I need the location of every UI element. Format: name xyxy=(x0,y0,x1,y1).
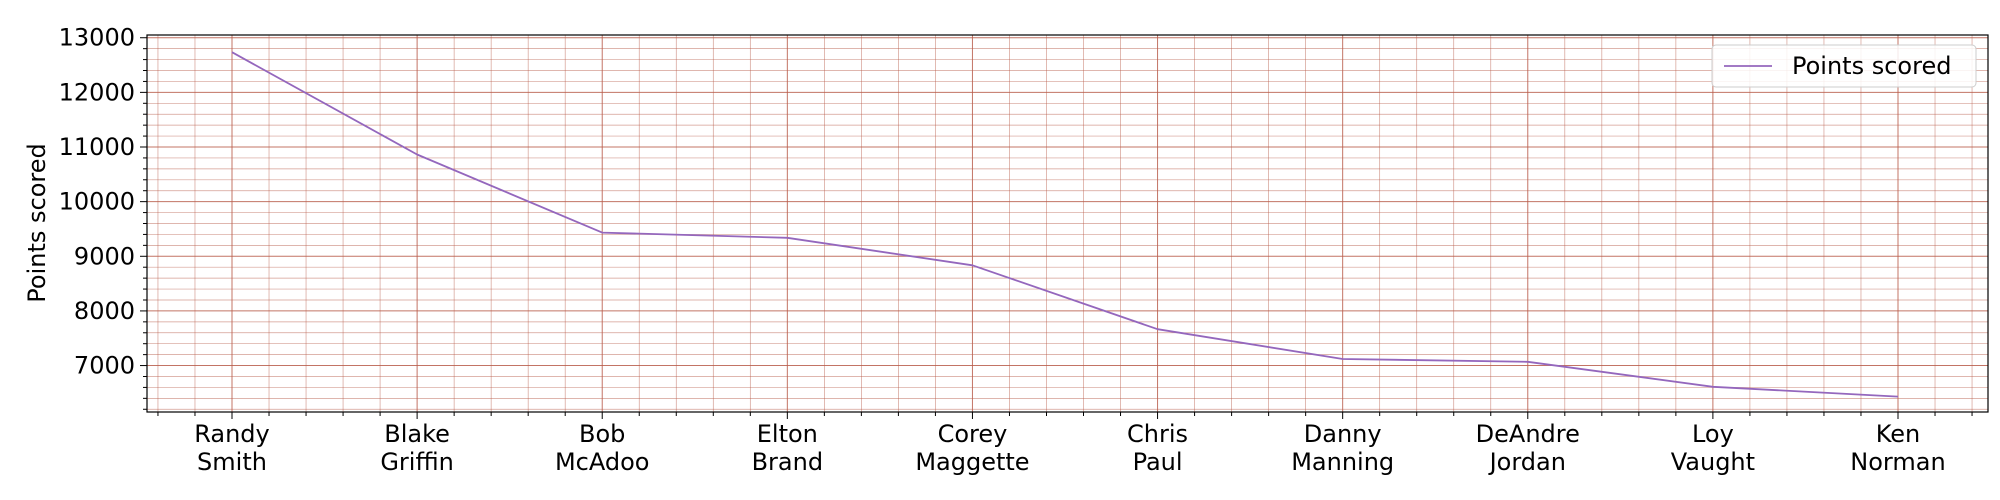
y-tick-label: 7000 xyxy=(74,352,135,380)
x-tick-label: Corey Maggette xyxy=(915,420,1029,476)
y-tick-label: 9000 xyxy=(74,242,135,270)
y-tick-label: 8000 xyxy=(74,297,135,325)
y-tick-label: 11000 xyxy=(59,133,135,161)
y-tick-labels: 7000 8000 9000 10000 11000 12000 13000 xyxy=(59,24,135,380)
grid-lines xyxy=(147,35,1988,412)
x-tick-label: Bob McAdoo xyxy=(555,420,650,476)
x-tick-label: Ken Norman xyxy=(1850,420,1945,476)
x-tick-label: Blake Griffin xyxy=(380,420,454,476)
x-tick-label: Randy Smith xyxy=(194,420,270,476)
x-tick-label: Danny Manning xyxy=(1291,420,1394,476)
x-tick-label: Chris Paul xyxy=(1127,420,1188,476)
x-tick-label: DeAndre Jordan xyxy=(1476,420,1580,476)
y-tick-label: 10000 xyxy=(59,188,135,216)
legend: Points scored xyxy=(1711,44,1977,88)
data-series xyxy=(231,51,1899,398)
axis-ticks xyxy=(140,37,1973,419)
series-line-points-scored xyxy=(231,51,1899,398)
y-tick-label: 13000 xyxy=(59,24,135,52)
plot-area-frame xyxy=(146,34,1989,413)
y-axis-title: Points scored xyxy=(23,143,51,302)
y-tick-label: 12000 xyxy=(59,78,135,106)
x-tick-labels: Randy Smith Blake Griffin Bob McAdoo Elton Bran… xyxy=(194,420,1945,476)
x-tick-label: Loy Vaught xyxy=(1671,420,1755,476)
legend-box xyxy=(1711,44,1977,88)
legend-label-points-scored: Points scored xyxy=(1792,52,1951,80)
x-tick-label: Elton Brand xyxy=(752,420,823,476)
